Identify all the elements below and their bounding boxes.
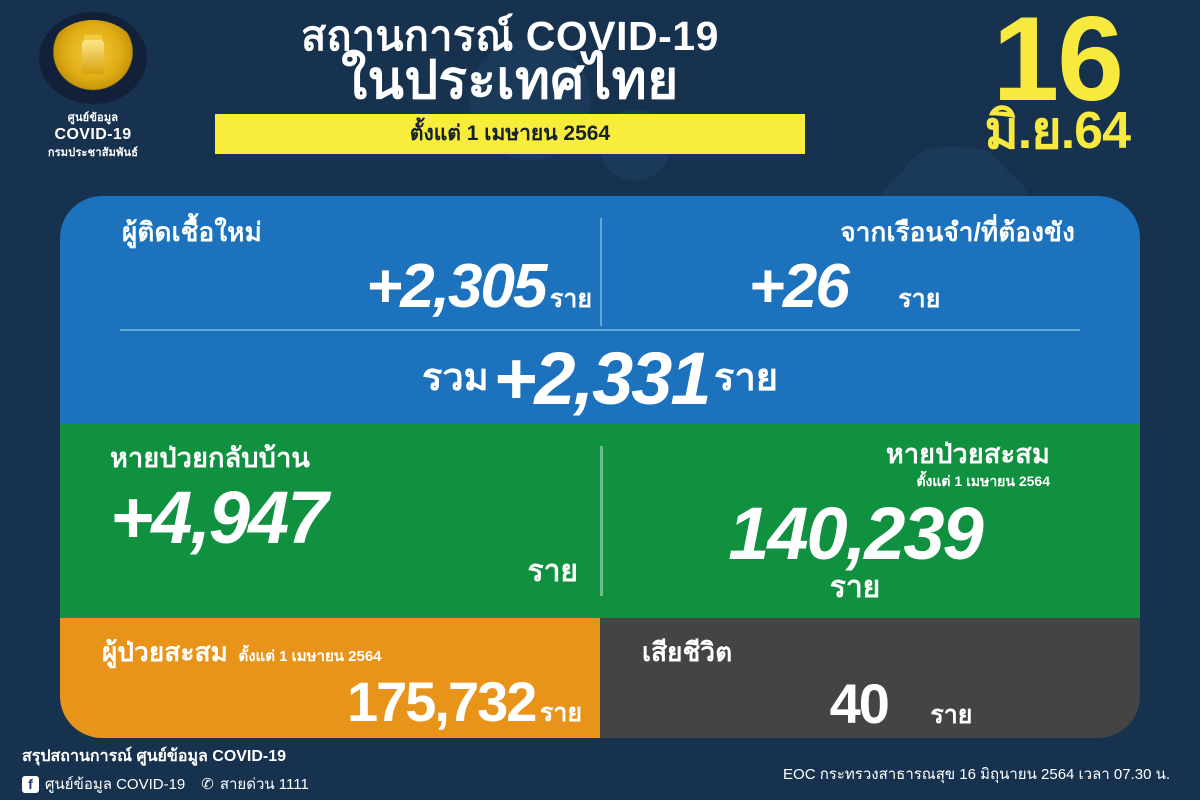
panel-bottom-row: ผู้ป่วยสะสม ตั้งแต่ 1 เมษายน 2564 175,73… — [60, 618, 1140, 738]
phone-icon: ✆ — [201, 776, 214, 793]
stat-unit: ราย — [714, 357, 779, 399]
panel-deaths: เสียชีวิต 40 ราย — [600, 618, 1140, 738]
blue-top-row: ผู้ติดเชื้อใหม่ +2,305 ราย จากเรือนจำ/ที… — [60, 196, 1140, 331]
stat-recovered-cumulative: หายป่วยสะสม ตั้งแต่ 1 เมษายน 2564 140,23… — [620, 432, 1090, 611]
stat-unit: ราย — [539, 699, 582, 727]
stat-value: +2,305 — [366, 252, 547, 321]
stat-cumulative-cases: ผู้ป่วยสะสม ตั้งแต่ 1 เมษายน 2564 175,73… — [102, 632, 582, 734]
stat-label: รวม — [421, 357, 489, 399]
stats-panels: ผู้ติดเชื้อใหม่ +2,305 ราย จากเรือนจำ/ที… — [60, 196, 1140, 738]
stat-new-cases: ผู้ติดเชื้อใหม่ +2,305 ราย — [122, 212, 592, 322]
stat-unit: ราย — [527, 555, 578, 588]
emblem-inner-graphic — [47, 20, 139, 96]
date-month-year: มิ.ย.64 — [984, 102, 1131, 161]
thai-government-garuda-emblem-icon — [39, 12, 147, 104]
stat-value: +2,331 — [493, 337, 711, 420]
panel-recovered: หายป่วยกลับบ้าน +4,947 ราย หายป่วยสะสม ต… — [60, 424, 1140, 618]
stat-label: เสียชีวิต — [642, 637, 733, 667]
stat-prison-cases: จากเรือนจำ/ที่ต้องขัง +26 ราย — [620, 212, 1075, 322]
footer-left: สรุปสถานการณ์ ศูนย์ข้อมูล COVID-19 f ศูน… — [22, 744, 309, 796]
date-day: 16 — [992, 0, 1124, 126]
hotline-number: สายด่วน 1111 — [219, 776, 309, 793]
panel-cumulative-cases: ผู้ป่วยสะสม ตั้งแต่ 1 เมษายน 2564 175,73… — [60, 618, 600, 738]
stat-recovered-today: หายป่วยกลับบ้าน +4,947 ราย — [110, 436, 590, 595]
since-date-band: ตั้งแต่ 1 เมษายน 2564 — [215, 114, 805, 155]
footer-summary-line: สรุปสถานการณ์ ศูนย์ข้อมูล COVID-19 — [22, 748, 287, 765]
footer-source: EOC กระทรวงสาธารณสุข 16 มิถุนายน 2564 เว… — [783, 766, 1170, 783]
stat-value: 140,239 — [728, 492, 984, 575]
stat-value: +26 — [748, 252, 850, 321]
stat-unit: ราย — [829, 571, 881, 604]
stat-value: 40 — [829, 672, 890, 735]
stat-total-cases: รวม +2,331 ราย — [60, 336, 1140, 421]
stat-label: จากเรือนจำ/ที่ต้องขัง — [840, 217, 1075, 247]
stat-label: ผู้ติดเชื้อใหม่ — [122, 217, 262, 247]
stat-label: หายป่วยกลับบ้าน — [110, 443, 311, 473]
facebook-page-name[interactable]: ศูนย์ข้อมูล COVID-19 — [45, 776, 186, 793]
stat-label: ผู้ป่วยสะสม — [102, 637, 229, 667]
panel-new-cases: ผู้ติดเชื้อใหม่ +2,305 ราย จากเรือนจำ/ที… — [60, 196, 1140, 424]
stat-unit: ราย — [930, 701, 973, 729]
stat-deaths: เสียชีวิต 40 ราย — [642, 632, 1120, 736]
blue-vertical-divider — [600, 218, 602, 326]
stat-unit: ราย — [898, 285, 941, 313]
blue-horizontal-divider — [120, 329, 1080, 331]
stat-sublabel: ตั้งแต่ 1 เมษายน 2564 — [916, 473, 1050, 489]
stat-value-row: 175,732 ราย — [102, 669, 582, 734]
logo-line3: กรมประชาสัมพันธ์ — [47, 147, 139, 160]
footer: สรุปสถานการณ์ ศูนย์ข้อมูล COVID-19 f ศูน… — [0, 738, 1200, 800]
title-block: สถานการณ์ COVID-19 ในประเทศไทย ตั้งแต่ 1… — [190, 13, 830, 155]
header: ศูนย์ข้อมูล COVID-19 กรมประชาสัมพันธ์ สถ… — [0, 0, 1200, 196]
facebook-icon[interactable]: f — [22, 775, 39, 793]
stat-value-row: +2,305 ราย — [122, 251, 592, 322]
stat-label: หายป่วยสะสม — [885, 439, 1050, 469]
green-vertical-divider — [600, 446, 603, 596]
footer-contact-row: f ศูนย์ข้อมูล COVID-19 ✆ สายด่วน 1111 — [22, 772, 309, 796]
page-title-line1: สถานการณ์ COVID-19 — [301, 13, 719, 59]
logo-line2: COVID-19 — [54, 126, 132, 143]
stat-head-row: ผู้ป่วยสะสม ตั้งแต่ 1 เมษายน 2564 — [102, 632, 582, 673]
stat-value-row: +26 ราย — [620, 251, 1075, 322]
logo-block: ศูนย์ข้อมูล COVID-19 กรมประชาสัมพันธ์ — [18, 12, 168, 161]
stat-unit: ราย — [549, 285, 592, 313]
logo-line1: ศูนย์ข้อมูล — [67, 112, 119, 124]
stat-value: 175,732 — [346, 670, 537, 733]
stat-sublabel: ตั้งแต่ 1 เมษายน 2564 — [238, 648, 382, 665]
stat-value: +4,947 — [110, 476, 328, 559]
page-title-line2: ในประเทศไทย — [341, 51, 679, 111]
stat-value-row: 40 ราย — [642, 671, 1120, 736]
date-block: 16 มิ.ย.64 — [984, 0, 1131, 161]
